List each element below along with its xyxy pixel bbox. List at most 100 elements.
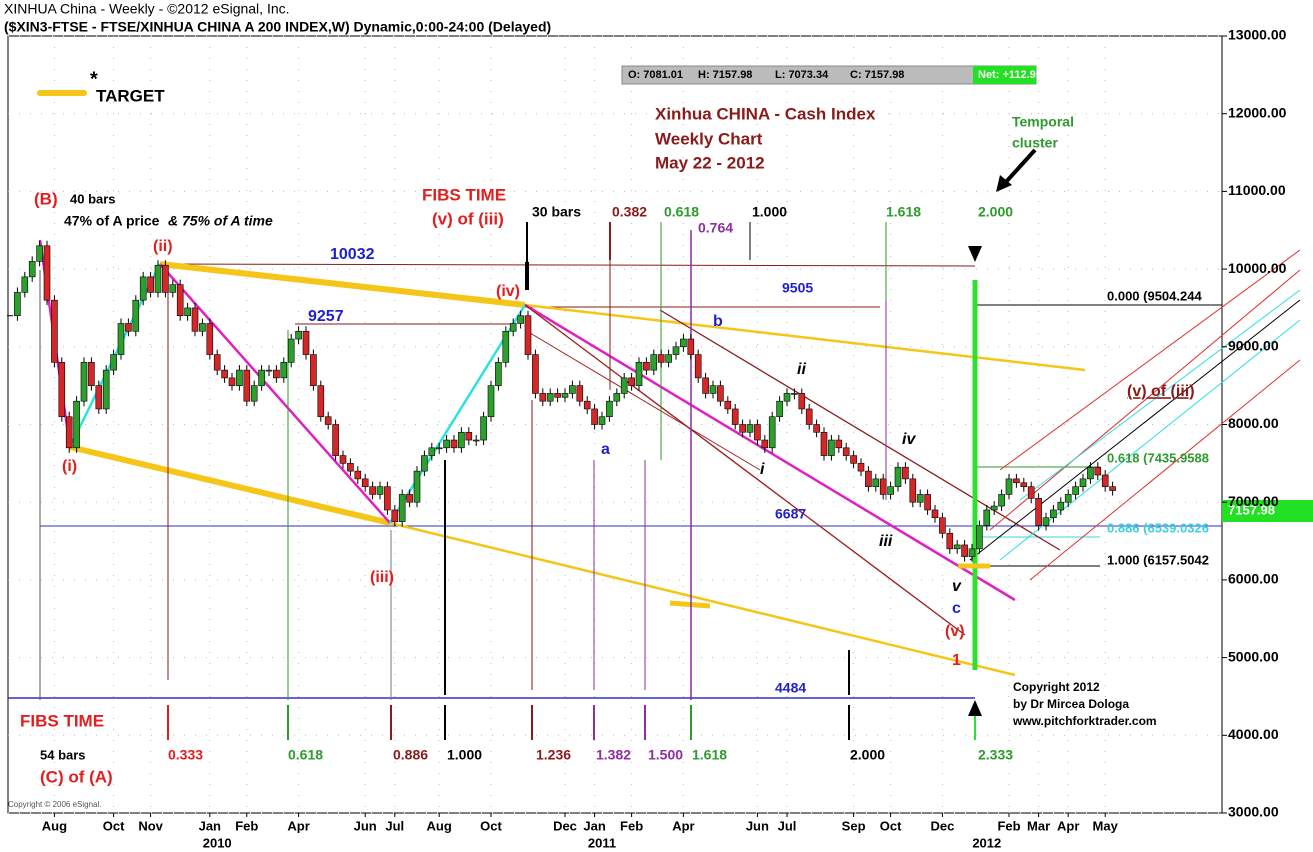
candle: [191, 307, 199, 332]
annotation: (C) of (A): [40, 767, 113, 786]
candle: [176, 284, 184, 317]
y-tick-label: 4000.00: [1228, 726, 1279, 742]
annotation: by Dr Mircea Dologa: [1013, 697, 1129, 711]
candle: [620, 377, 628, 394]
candle: [887, 486, 894, 495]
annotation: (iv): [496, 283, 520, 300]
candle: [576, 385, 584, 402]
candle: [739, 424, 746, 433]
candle: [317, 385, 325, 418]
candle: [909, 478, 917, 503]
candle: [990, 505, 998, 511]
candle: [458, 431, 465, 449]
candle: [857, 463, 865, 472]
candle: [643, 362, 650, 371]
candle: [398, 494, 406, 522]
y-tick-label: 5000.00: [1228, 648, 1279, 664]
candle: [162, 264, 169, 293]
annotation: c: [952, 600, 961, 617]
candle: [80, 362, 88, 402]
candle: [672, 346, 680, 355]
candle: [1042, 517, 1050, 526]
candle: [384, 486, 391, 511]
candle: [976, 525, 983, 550]
annotation: 10032: [330, 246, 375, 263]
candle: [842, 447, 850, 456]
candle: [125, 323, 132, 332]
annotation: (v): [945, 623, 965, 640]
x-tick-label: Jul: [385, 818, 404, 833]
candle: [213, 354, 221, 371]
x-tick-label: Aug: [42, 818, 67, 833]
candle: [1064, 494, 1072, 503]
annotation: (v) of (iii): [1127, 383, 1195, 400]
annotation: 1.000: [752, 204, 787, 220]
candle: [450, 439, 458, 449]
annotation: 0.764: [698, 220, 733, 236]
x-tick-label: May: [1093, 818, 1119, 833]
candle: [1005, 478, 1013, 495]
candle: [902, 466, 909, 480]
candle: [746, 424, 754, 433]
x-tick-label: Aug: [427, 818, 452, 833]
candle: [916, 494, 924, 503]
x-tick-label: Jul: [778, 818, 797, 833]
annotation: 2.333: [978, 747, 1013, 763]
annotation: Weekly Chart: [655, 129, 763, 148]
candle: [939, 517, 946, 534]
candle: [36, 245, 43, 262]
candle: [369, 486, 376, 495]
annotation: 1.618: [692, 747, 727, 763]
candle: [761, 439, 769, 449]
annotation: v: [952, 578, 962, 595]
candle: [872, 478, 880, 487]
annotation: 0.886: [393, 747, 428, 763]
candle: [287, 338, 295, 363]
annotation: cluster: [1012, 135, 1058, 151]
chart-title: XINHUA China - Weekly - ©2012 eSignal, I…: [4, 1, 290, 17]
annotation: (B): [34, 189, 58, 208]
candle: [14, 292, 21, 317]
candle: [110, 354, 117, 371]
candle: [1087, 466, 1094, 480]
annotation: (v) of (iii): [432, 209, 504, 228]
candle: [354, 470, 362, 480]
annotation: 30 bars: [532, 204, 581, 220]
candle: [694, 354, 702, 379]
annotation: 1.000: [447, 747, 482, 763]
x-year-label: 2010: [203, 835, 232, 850]
candle: [665, 354, 672, 363]
candle: [258, 369, 265, 386]
candle: [236, 369, 243, 386]
candle: [435, 447, 443, 450]
candle: [1027, 486, 1035, 499]
quote-field: Net: +112.95: [978, 69, 1042, 81]
annotation: www.pitchforktrader.com: [1012, 714, 1157, 728]
candle: [613, 393, 621, 402]
candle: [487, 385, 495, 418]
candle: [953, 544, 961, 550]
candle: [776, 400, 783, 418]
last-price-box: [1222, 500, 1313, 522]
candle: [687, 338, 695, 355]
x-tick-label: Sep: [842, 818, 866, 833]
y-tick-label: 6000.00: [1228, 571, 1279, 587]
candle: [717, 385, 724, 402]
candle: [250, 385, 258, 402]
candle: [591, 408, 598, 425]
candle: [1050, 509, 1057, 519]
y-tick-label: 9000.00: [1228, 338, 1279, 354]
x-tick-label: Dec: [930, 818, 954, 833]
candle: [894, 466, 902, 487]
candle: [820, 431, 828, 456]
x-tick-label: Apr: [672, 818, 694, 833]
candle: [702, 377, 709, 394]
candle: [243, 369, 251, 402]
annotation: 0.886 (6539.0326: [1107, 520, 1209, 535]
candle: [583, 400, 591, 410]
candle: [532, 354, 539, 394]
annotation: 0.382: [612, 204, 647, 220]
annotation: 54 bars: [40, 747, 86, 762]
candle: [754, 424, 761, 441]
